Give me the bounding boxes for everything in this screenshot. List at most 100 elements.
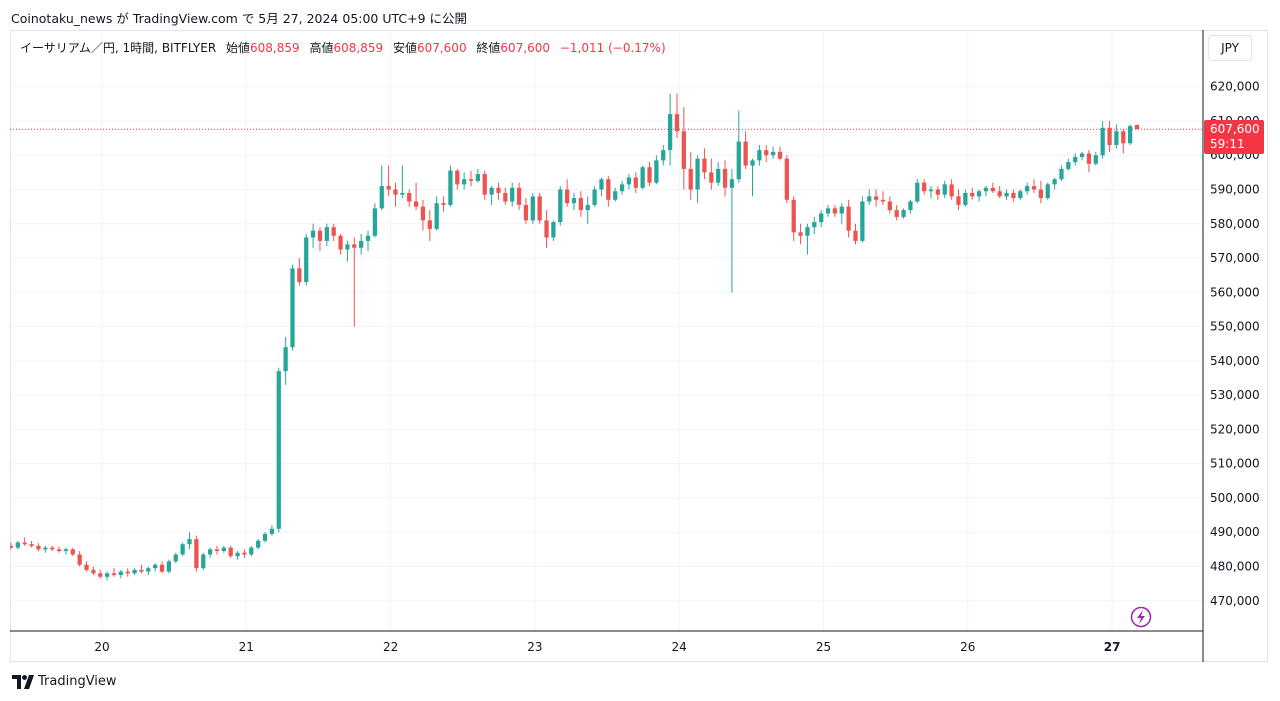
candle: [606, 175, 611, 207]
candle: [764, 144, 769, 163]
candle: [104, 571, 110, 581]
candle-body: [784, 158, 789, 200]
candle-body: [159, 564, 165, 572]
candle-body: [462, 179, 467, 185]
candle-body: [661, 150, 666, 161]
candle-body: [310, 230, 316, 238]
candle-body: [922, 182, 927, 192]
candle-body: [819, 213, 824, 223]
candle: [592, 186, 597, 207]
candle-body: [496, 187, 501, 193]
candle: [722, 160, 728, 197]
candle: [1086, 150, 1092, 173]
candle-body: [901, 210, 906, 217]
candle-body: [221, 547, 226, 552]
candle: [1018, 189, 1023, 200]
low-value: 607,600: [416, 41, 467, 55]
candle: [91, 566, 96, 576]
candlestick-chart[interactable]: 620,000610,000600,000590,000580,000570,0…: [10, 30, 1268, 662]
candle: [1128, 124, 1133, 145]
candle-body: [873, 196, 879, 200]
candle: [1031, 179, 1037, 193]
tradingview-logo-icon: [12, 674, 34, 689]
candle-body: [935, 189, 941, 195]
candle-body: [1093, 155, 1098, 164]
candle: [819, 210, 824, 228]
x-tick-label: 25: [816, 640, 831, 654]
candle: [908, 199, 913, 214]
symbol-label: イーサリアム／円, 1時間, BITFLYER: [20, 41, 217, 55]
candle-body: [736, 141, 741, 180]
candle-body: [867, 196, 872, 202]
candle-body: [269, 528, 275, 534]
candle-body: [716, 168, 721, 183]
candle-body: [50, 547, 55, 550]
candle: [235, 551, 240, 560]
candle-body: [949, 184, 954, 197]
candle-body: [606, 179, 611, 200]
candle: [990, 182, 995, 193]
candle: [777, 146, 783, 161]
candle-body: [880, 199, 886, 202]
lightning-icon[interactable]: [1130, 606, 1152, 628]
tradingview-logo[interactable]: TradingView: [12, 674, 117, 689]
candle-body: [235, 552, 240, 557]
candle: [928, 186, 934, 199]
candle: [626, 174, 632, 190]
candle-body: [626, 177, 632, 185]
candle-body: [942, 184, 947, 195]
candle-body: [338, 235, 343, 250]
candle: [1066, 158, 1071, 171]
candle-body: [434, 203, 439, 229]
candle: [1059, 165, 1064, 181]
candle: [283, 336, 288, 385]
x-tick-label: 27: [1104, 640, 1121, 654]
candle-body: [63, 549, 69, 552]
candle: [516, 182, 522, 211]
candle: [935, 186, 941, 200]
candle: [674, 93, 680, 139]
candle-body: [619, 184, 625, 192]
candle-body: [1066, 162, 1071, 169]
candle: [489, 186, 494, 205]
candle-body: [386, 186, 391, 190]
candle-body: [139, 569, 144, 572]
candle-body: [647, 167, 652, 183]
candle-body: [551, 222, 556, 238]
grid-layer: [10, 30, 1203, 631]
candle: [379, 165, 384, 211]
candle-body: [262, 533, 268, 541]
candle: [482, 170, 487, 200]
candle: [187, 532, 192, 550]
candle: [1100, 120, 1105, 159]
ohlc-legend: イーサリアム／円, 1時間, BITFLYER 始値608,859 高値608,…: [20, 39, 666, 56]
candle: [290, 264, 295, 351]
candle-body: [825, 208, 831, 214]
candle-body: [970, 192, 975, 197]
candle-body: [372, 208, 378, 236]
candle: [269, 525, 275, 536]
candle-body: [194, 539, 199, 569]
candle: [503, 187, 508, 205]
candle: [310, 223, 316, 248]
candle-body: [400, 192, 405, 195]
axis-layer: 620,000610,000600,000590,000580,000570,0…: [10, 30, 1260, 662]
candle: [736, 110, 741, 183]
candle-body: [324, 227, 329, 241]
y-tick-label: 570,000: [1210, 251, 1260, 265]
x-tick-label: 24: [672, 640, 687, 654]
candle-body: [455, 170, 460, 185]
currency-button[interactable]: JPY: [1208, 35, 1252, 61]
candle: [1073, 153, 1078, 166]
candle-body: [118, 571, 123, 576]
candle-body: [379, 186, 384, 209]
candle-body: [674, 114, 680, 132]
candle: [400, 165, 405, 199]
candle: [56, 546, 62, 553]
candle-body: [180, 544, 185, 555]
x-tick-label: 20: [94, 640, 109, 654]
publish-line: Coinotaku_news が TradingView.com で 5月 27…: [11, 11, 468, 26]
candle: [1114, 124, 1119, 149]
change-value: −1,011 (−0.17%): [559, 41, 666, 55]
y-tick-label: 490,000: [1210, 525, 1260, 539]
